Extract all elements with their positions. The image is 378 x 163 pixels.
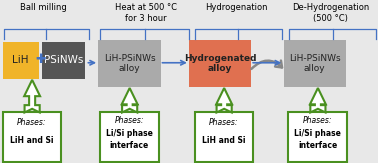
Polygon shape [122,88,138,112]
Text: Hydrogenated
alloy: Hydrogenated alloy [184,54,256,73]
Text: Li/Si phase: Li/Si phase [294,129,341,138]
FancyBboxPatch shape [42,42,85,79]
Text: Li/Si phase: Li/Si phase [106,129,153,138]
FancyBboxPatch shape [100,112,159,162]
Text: De-Hydrogenation
(500 °C): De-Hydrogenation (500 °C) [292,3,369,23]
FancyBboxPatch shape [189,40,251,87]
Text: LiH-PSiNWs
alloy: LiH-PSiNWs alloy [289,54,341,73]
Text: Hydrogenation: Hydrogenation [205,3,268,12]
Text: Phases:: Phases: [303,116,333,125]
Text: PSiNWs: PSiNWs [43,55,83,65]
Text: LiH and Si: LiH and Si [10,136,54,145]
Text: LiH: LiH [12,55,29,65]
Polygon shape [24,80,40,112]
FancyBboxPatch shape [98,40,161,87]
FancyBboxPatch shape [3,42,39,79]
Text: interface: interface [298,141,337,150]
Text: interface: interface [110,141,149,150]
Text: Phases:: Phases: [209,119,239,127]
Polygon shape [310,88,326,112]
Text: ✚: ✚ [35,53,46,66]
FancyBboxPatch shape [288,112,347,162]
Text: Phases:: Phases: [17,119,47,127]
FancyArrowPatch shape [251,61,282,69]
Text: LiH and Si: LiH and Si [202,136,246,145]
Text: LiH-PSiNWs
alloy: LiH-PSiNWs alloy [104,54,155,73]
FancyBboxPatch shape [284,40,346,87]
FancyBboxPatch shape [195,112,253,162]
Polygon shape [216,88,232,112]
Text: Heat at 500 °C
for 3 hour: Heat at 500 °C for 3 hour [115,3,177,23]
Text: Phases:: Phases: [115,116,144,125]
Text: Ball milling: Ball milling [20,3,67,12]
FancyBboxPatch shape [3,112,61,162]
